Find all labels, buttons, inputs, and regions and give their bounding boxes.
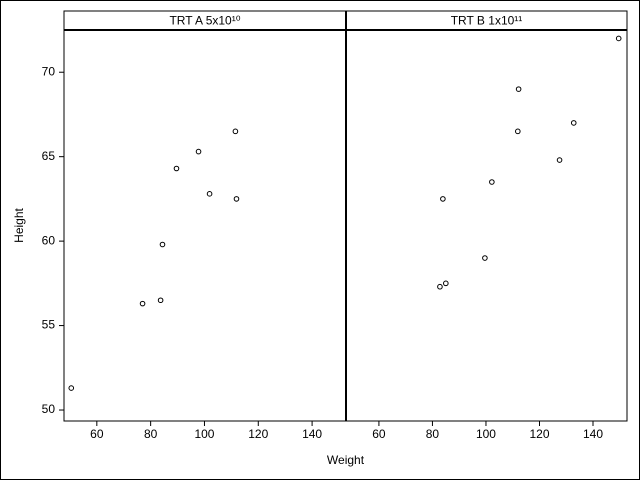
panel-title: TRT A 5x10¹⁰: [169, 14, 240, 28]
point: [173, 165, 180, 172]
point: [159, 241, 166, 248]
x-tick-label: 60: [90, 427, 104, 441]
x-tick-label: 100: [194, 427, 214, 441]
point: [139, 300, 146, 307]
x-tick-label: 140: [583, 427, 603, 441]
point: [515, 86, 522, 92]
y-tick-label: 50: [42, 402, 56, 416]
point: [195, 148, 202, 155]
x-tick-label: 120: [529, 427, 549, 441]
y-axis-label: Height: [12, 207, 26, 242]
point: [482, 255, 488, 261]
point: [68, 385, 75, 391]
point: [556, 157, 563, 163]
x-tick-label: 120: [248, 427, 268, 441]
point: [232, 128, 239, 135]
point: [157, 297, 164, 304]
point: [440, 196, 446, 202]
panel-title: TRT B 1x10¹¹: [451, 14, 523, 28]
x-tick-label: 140: [302, 427, 322, 441]
point: [437, 283, 443, 290]
point: [615, 35, 622, 42]
x-tick-label: 60: [372, 427, 386, 441]
y-tick-label: 70: [42, 64, 56, 78]
x-tick-label: 80: [144, 427, 158, 441]
y-tick-label: 65: [42, 149, 56, 163]
x-axis-label: Weight: [327, 453, 365, 467]
x-tick-label: 100: [476, 427, 496, 441]
point: [570, 120, 577, 126]
point: [206, 191, 213, 197]
point: [489, 179, 495, 185]
point: [443, 280, 449, 287]
y-tick-label: 55: [42, 318, 56, 332]
y-tick-label: 60: [42, 233, 56, 247]
point: [515, 128, 521, 135]
point: [233, 196, 240, 202]
x-tick-label: 80: [426, 427, 440, 441]
